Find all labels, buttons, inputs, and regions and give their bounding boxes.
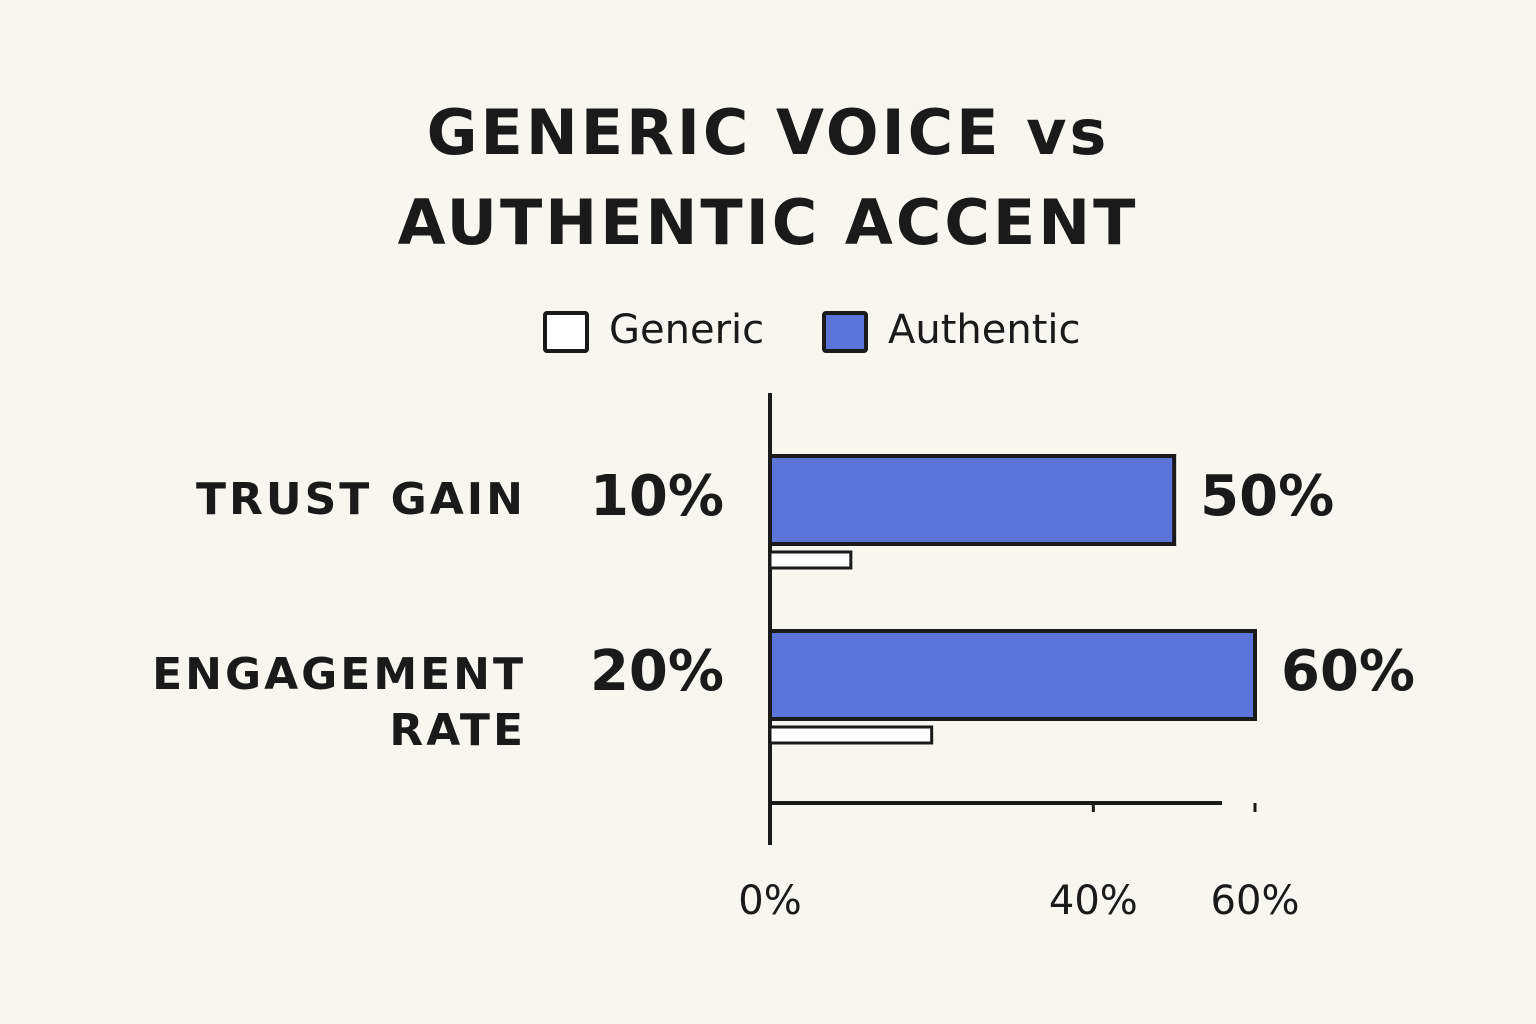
x-tick-label: 60% — [1211, 878, 1300, 924]
category-label: ENGAGEMENT RATE — [152, 649, 526, 756]
category-label: TRUST GAIN — [195, 474, 526, 525]
legend-swatch — [822, 311, 868, 353]
bar-authentic — [768, 629, 1257, 721]
value-label-authentic: 60% — [1281, 639, 1415, 704]
chart-title: GENERIC VOICE vs AUTHENTIC ACCENT — [397, 96, 1139, 259]
value-label-authentic: 50% — [1200, 464, 1334, 529]
legend-label: Authentic — [888, 307, 1081, 353]
x-tick-label: 40% — [1049, 878, 1138, 924]
value-label-generic: 20% — [590, 639, 724, 704]
legend-swatch — [543, 311, 589, 353]
legend-label: Generic — [609, 307, 764, 353]
value-label-generic: 10% — [590, 464, 724, 529]
bar-authentic — [768, 454, 1177, 546]
bar-generic — [768, 725, 934, 745]
x-tick-label: 0% — [738, 878, 801, 924]
bar-generic — [768, 550, 853, 570]
